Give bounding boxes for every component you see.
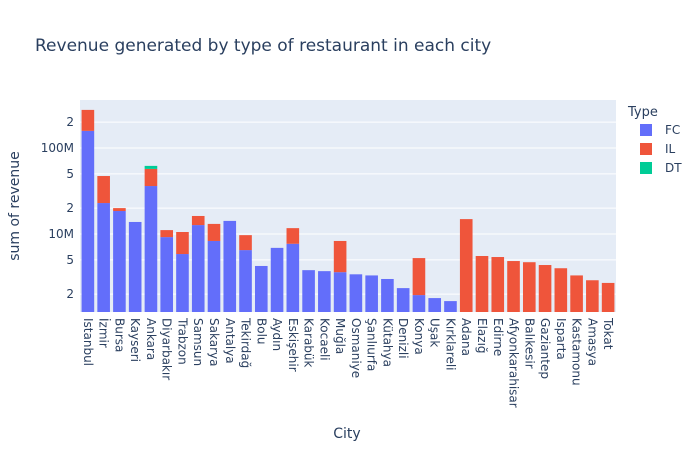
y-tick-label: 2 (66, 115, 74, 129)
y-tick-label: 100M (41, 141, 74, 155)
bar (176, 254, 189, 312)
x-tick-label: Balıkesir (522, 318, 536, 369)
bar (412, 258, 426, 296)
bar (128, 221, 142, 312)
bar (144, 168, 158, 187)
legend-swatch (640, 162, 652, 174)
bar (381, 278, 394, 312)
bar (333, 272, 347, 312)
x-tick-label: Aydın (270, 318, 284, 351)
x-tick-label: Şanlıurfa (365, 318, 379, 371)
bar (396, 288, 410, 312)
x-tick-label: Afyonkarahisar (507, 318, 521, 408)
bar (491, 257, 505, 312)
x-tick-label: Kütahya (380, 318, 394, 367)
x-tick-label: Elazığ (475, 318, 489, 354)
bar (270, 247, 284, 312)
x-tick-label: Tokat (601, 317, 615, 350)
x-tick-label: Bursa (112, 318, 126, 352)
bar (286, 228, 300, 244)
bar (428, 298, 442, 312)
x-tick-label: Gaziantep (538, 318, 552, 379)
bar (318, 271, 331, 312)
bar (239, 250, 252, 312)
x-tick-label: Eskişehir (286, 318, 300, 372)
x-tick-label: Denizli (396, 318, 410, 359)
x-tick-label: İzmir (97, 318, 112, 348)
bar (191, 215, 205, 226)
bar (160, 237, 174, 312)
x-tick-label: Kayseri (128, 318, 142, 362)
bar (160, 230, 174, 238)
chart-title: Revenue generated by type of restaurant … (35, 36, 491, 56)
y-tick-label: 10M (48, 227, 74, 241)
bar (444, 301, 457, 312)
bar (207, 223, 221, 241)
bar (286, 243, 300, 312)
x-tick-label: Samsun (191, 318, 205, 366)
bar (191, 225, 205, 312)
bar (239, 235, 252, 251)
bar (586, 280, 599, 312)
bar (176, 232, 189, 255)
x-tick-label: Tekirdağ (239, 317, 253, 368)
bar (144, 165, 158, 169)
x-tick-label: Istanbul (81, 318, 95, 366)
y-axis-label: sum of revenue (7, 151, 23, 261)
legend-label: DT (665, 161, 682, 175)
y-tick-label: 5 (66, 253, 74, 267)
legend-label: IL (665, 142, 676, 156)
bar (349, 274, 363, 312)
bar (601, 282, 615, 312)
bar (554, 268, 568, 312)
y-tick-label: 5 (66, 167, 74, 181)
bar (207, 240, 221, 312)
x-tick-label: Edirne (491, 318, 505, 356)
y-tick-label: 2 (66, 287, 74, 301)
bar (459, 219, 473, 312)
legend-swatch (640, 143, 652, 155)
bar (97, 203, 110, 312)
x-tick-label: Amasya (585, 318, 599, 366)
bar (144, 186, 158, 312)
bar (365, 275, 378, 312)
x-tick-label: Adana (459, 318, 473, 356)
bar (538, 265, 552, 312)
x-tick-label: Osmaniye (349, 318, 363, 378)
bar (570, 275, 583, 312)
y-tick-label: 2 (66, 201, 74, 215)
legend-swatch (640, 124, 652, 136)
x-tick-label: Uşak (428, 318, 442, 347)
bar (412, 295, 426, 312)
bar (507, 261, 520, 312)
bar (254, 265, 268, 312)
bar (81, 130, 95, 312)
bar (333, 240, 347, 273)
x-tick-label: Ankara (144, 318, 158, 360)
x-tick-label: Kırklareli (443, 318, 457, 371)
x-tick-label: Antalya (223, 318, 237, 364)
bar (522, 262, 536, 312)
legend-label: FC (665, 123, 680, 137)
x-tick-label: Karabük (302, 318, 316, 368)
bar (223, 220, 237, 312)
x-axis-label: City (333, 426, 360, 442)
x-tick-label: Kastamonu (570, 318, 584, 386)
x-tick-label: Diyarbakır (160, 318, 174, 380)
bar (475, 256, 489, 312)
x-tick-label: Konya (412, 318, 426, 355)
x-tick-label: Bolu (254, 318, 268, 345)
bar (113, 211, 126, 312)
bar (97, 176, 110, 204)
x-tick-label: Isparta (554, 318, 568, 360)
x-tick-label: Muğla (333, 318, 347, 354)
bar (302, 270, 315, 312)
x-tick-label: Sakarya (207, 318, 221, 366)
x-tick-label: Kocaeli (317, 318, 331, 361)
bar (113, 208, 126, 212)
bar (81, 109, 95, 131)
x-tick-label: Trabzon (175, 317, 189, 365)
legend-title: Type (627, 105, 658, 120)
